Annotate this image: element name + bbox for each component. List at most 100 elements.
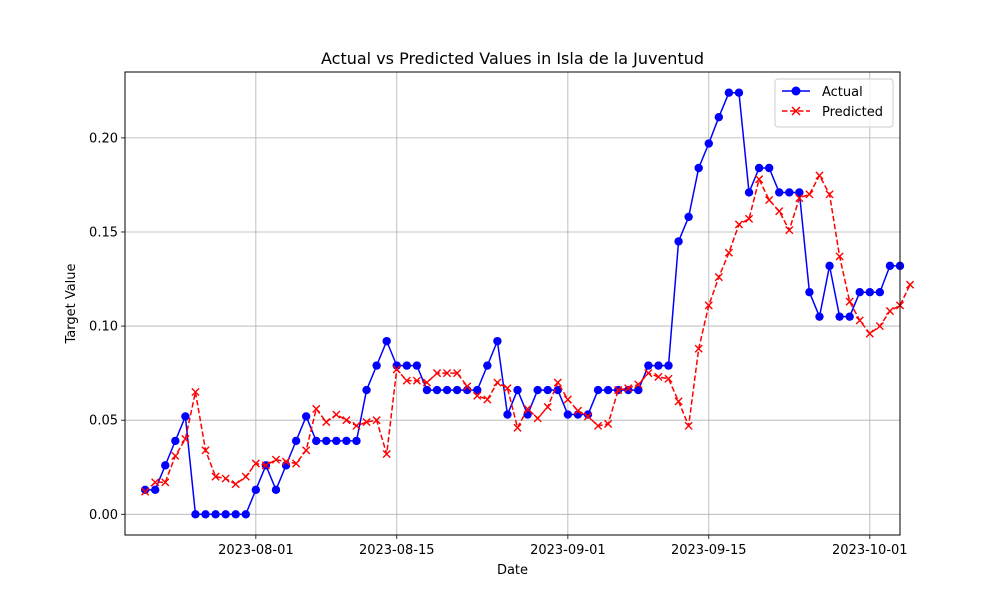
legend-actual-label: Actual bbox=[822, 85, 863, 100]
data-point-actual bbox=[402, 361, 412, 370]
data-point-predicted bbox=[422, 378, 432, 387]
data-point-predicted bbox=[634, 380, 643, 389]
data-point-actual bbox=[644, 361, 653, 370]
data-point-actual bbox=[775, 188, 784, 197]
data-point-actual bbox=[704, 139, 713, 148]
data-point-actual bbox=[231, 510, 240, 519]
data-point-actual bbox=[674, 237, 683, 246]
data-point-actual bbox=[191, 510, 200, 519]
data-point-predicted bbox=[332, 410, 341, 419]
data-point-actual bbox=[845, 312, 854, 321]
plot-frame bbox=[124, 71, 901, 536]
data-point-actual bbox=[271, 485, 281, 495]
data-point-actual bbox=[754, 163, 764, 173]
x-tick-label: 2023-08-15 bbox=[359, 543, 435, 558]
data-point-predicted bbox=[372, 416, 381, 425]
data-point-actual bbox=[422, 385, 432, 395]
y-tick-label: 0.10 bbox=[89, 320, 118, 335]
data-point-predicted bbox=[553, 378, 562, 387]
data-point-predicted bbox=[382, 449, 391, 459]
data-point-predicted bbox=[644, 369, 653, 378]
data-point-predicted bbox=[281, 457, 291, 466]
data-point-actual bbox=[150, 485, 160, 495]
data-point-actual bbox=[140, 485, 150, 495]
data-point-predicted bbox=[402, 376, 411, 385]
data-point-predicted bbox=[724, 248, 733, 257]
data-point-predicted bbox=[442, 369, 452, 378]
legend-actual-marker bbox=[791, 86, 801, 96]
data-point-actual bbox=[352, 436, 361, 446]
data-point-predicted bbox=[604, 419, 613, 429]
data-point-actual bbox=[181, 412, 190, 421]
data-point-actual bbox=[825, 261, 834, 271]
data-point-predicted bbox=[201, 446, 210, 455]
data-point-predicted bbox=[674, 397, 683, 406]
data-point-predicted bbox=[583, 412, 593, 421]
data-point-predicted bbox=[161, 478, 170, 487]
data-point-predicted bbox=[211, 472, 220, 481]
data-point-predicted bbox=[231, 480, 240, 489]
data-point-actual bbox=[885, 261, 895, 271]
data-point-actual bbox=[503, 410, 512, 419]
data-point-predicted bbox=[785, 226, 794, 235]
data-point-predicted bbox=[392, 365, 401, 374]
data-point-actual bbox=[744, 188, 754, 197]
series-predicted bbox=[141, 171, 915, 496]
data-point-actual bbox=[714, 112, 724, 122]
data-point-actual bbox=[734, 88, 744, 97]
data-point-actual bbox=[483, 361, 492, 370]
data-point-predicted bbox=[171, 451, 180, 461]
data-point-actual bbox=[684, 212, 693, 222]
data-point-actual bbox=[221, 510, 230, 519]
data-point-actual bbox=[724, 88, 734, 97]
data-point-predicted bbox=[845, 297, 854, 306]
data-point-actual bbox=[342, 436, 351, 446]
legend-predicted-marker bbox=[791, 106, 801, 116]
data-point-predicted bbox=[513, 423, 522, 432]
data-point-actual bbox=[442, 385, 452, 395]
data-point-predicted bbox=[905, 280, 915, 289]
data-point-predicted bbox=[322, 417, 331, 427]
data-point-predicted bbox=[684, 421, 693, 430]
data-point-predicted bbox=[865, 329, 874, 338]
data-point-predicted bbox=[312, 404, 321, 413]
legend-predicted-label: Predicted bbox=[822, 105, 883, 120]
data-point-predicted bbox=[614, 385, 623, 395]
data-point-predicted bbox=[835, 252, 844, 261]
data-point-actual bbox=[301, 412, 311, 421]
data-point-actual bbox=[211, 510, 220, 519]
data-point-predicted bbox=[533, 414, 542, 423]
data-point-predicted bbox=[473, 391, 482, 400]
data-point-predicted bbox=[543, 402, 552, 412]
data-point-actual bbox=[362, 385, 371, 395]
y-axis-ticks: 0.00 0.05 0.10 0.15 0.20 bbox=[89, 131, 125, 523]
data-point-actual bbox=[241, 510, 250, 519]
data-point-predicted bbox=[885, 306, 895, 316]
series-actual bbox=[140, 88, 905, 519]
y-axis-label: Target Value bbox=[64, 263, 79, 344]
data-point-predicted bbox=[151, 478, 160, 487]
data-point-actual bbox=[533, 385, 542, 395]
data-point-predicted bbox=[664, 374, 673, 383]
data-point-predicted bbox=[573, 406, 583, 415]
data-point-predicted bbox=[432, 369, 442, 378]
data-point-actual bbox=[161, 461, 170, 470]
data-point-predicted bbox=[352, 421, 361, 430]
data-point-predicted bbox=[563, 395, 572, 404]
data-point-predicted bbox=[734, 220, 744, 229]
data-point-actual bbox=[583, 410, 593, 419]
data-point-predicted bbox=[241, 472, 250, 481]
y-tick-label: 0.15 bbox=[89, 225, 118, 240]
data-point-actual bbox=[432, 385, 442, 395]
data-point-actual bbox=[473, 385, 482, 395]
data-point-actual bbox=[795, 188, 804, 197]
data-point-predicted bbox=[775, 207, 784, 216]
x-axis-ticks: 2023-08-01 2023-08-15 2023-09-01 2023-09-15… bbox=[218, 535, 908, 558]
data-point-actual bbox=[865, 288, 875, 297]
data-point-predicted bbox=[654, 372, 663, 381]
data-point-actual bbox=[493, 336, 502, 346]
data-point-predicted bbox=[412, 376, 421, 385]
data-point-predicted bbox=[825, 190, 834, 199]
data-point-actual bbox=[664, 361, 673, 370]
